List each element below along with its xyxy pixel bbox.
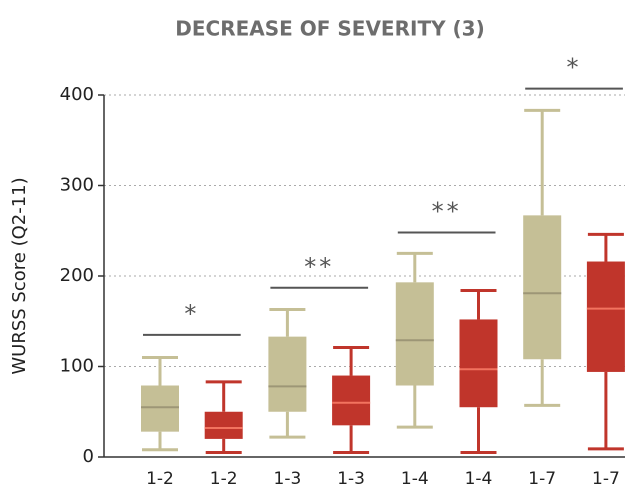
x-tick-label: 1-3 <box>337 469 365 489</box>
chart-title: DECREASE OF SEVERITY (3) <box>175 17 484 41</box>
x-tick-label: 1-7 <box>528 469 556 489</box>
y-tick-label: 300 <box>60 175 94 196</box>
y-tick-label: 400 <box>60 84 94 105</box>
box <box>523 215 562 360</box>
y-tick-label: 200 <box>60 265 94 286</box>
significance-label: ** <box>304 253 334 281</box>
x-tick-label: 1-4 <box>401 469 429 489</box>
box <box>332 375 371 426</box>
x-tick-label: 1-3 <box>274 469 302 489</box>
y-axis-label: WURSS Score (Q2-11) <box>9 177 30 374</box>
box <box>268 336 307 412</box>
x-tick-label: 1-2 <box>210 469 238 489</box>
significance-label: ** <box>432 198 462 226</box>
box <box>141 385 179 432</box>
box <box>395 282 434 386</box>
y-tick-label: 100 <box>60 356 94 377</box>
x-tick-label: 1-2 <box>146 469 174 489</box>
x-tick-label: 1-7 <box>592 469 620 489</box>
significance-label: * <box>567 54 582 82</box>
box <box>586 261 625 372</box>
box <box>204 411 243 439</box>
x-tick-label: 1-4 <box>465 469 493 489</box>
y-tick-label: 0 <box>83 446 94 467</box>
significance-label: * <box>184 300 199 328</box>
box <box>459 319 498 408</box>
